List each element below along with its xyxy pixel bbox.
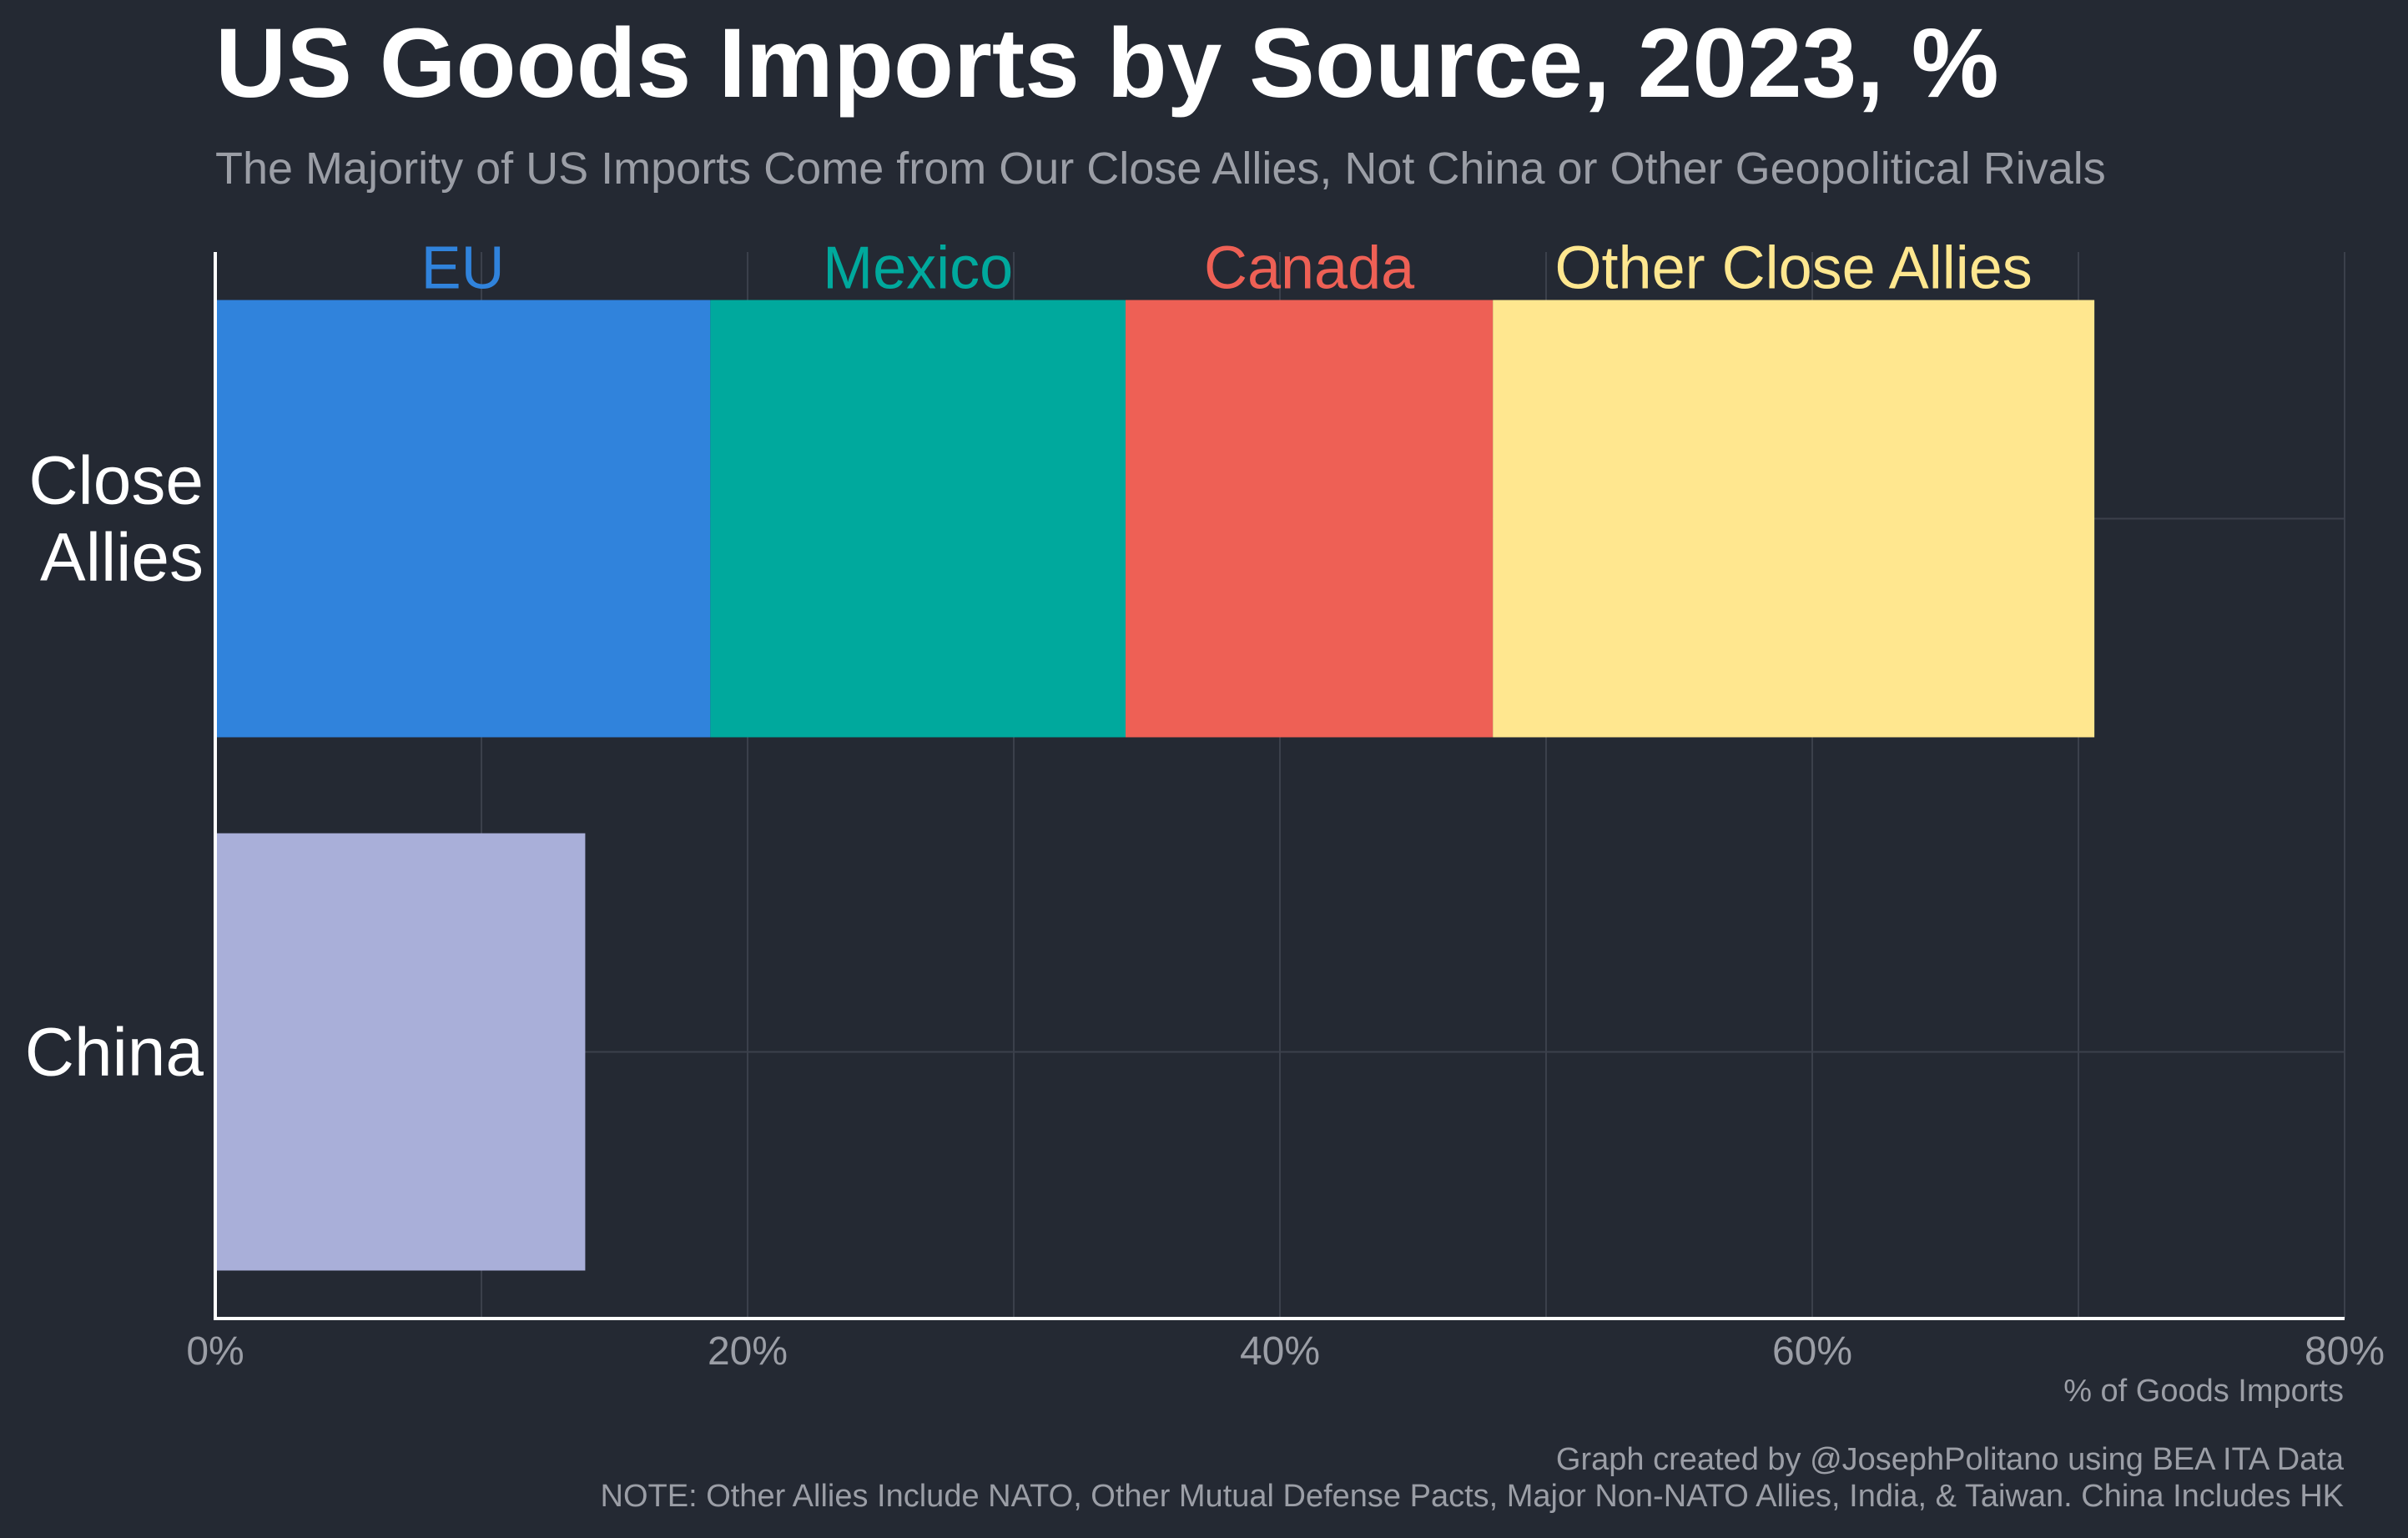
bar-canada — [1125, 300, 1494, 738]
segment-label-canada: Canada — [1204, 235, 1415, 302]
x-axis-label: % of Goods Imports — [2063, 1374, 2344, 1409]
segment-label-mexico: Mexico — [823, 235, 1013, 302]
bar-china — [215, 833, 586, 1271]
axes — [214, 252, 2345, 1320]
y-category-labels: Close Allies China — [25, 443, 204, 1091]
segment-label-eu: EU — [421, 235, 505, 302]
bar-other-close-allies — [1493, 300, 2095, 738]
chart-subtitle: The Majority of US Imports Come from Our… — [215, 144, 2106, 194]
x-tick-label: 20% — [708, 1329, 788, 1374]
x-tick-labels: 0% 20% 40% 60% 80% — [186, 1329, 2385, 1374]
chart-title: US Goods Imports by Source, 2023, % — [215, 8, 1999, 119]
bar-mexico — [710, 300, 1126, 738]
x-tick-label: 0% — [186, 1329, 244, 1374]
credit-text: Graph created by @JosephPolitano using B… — [1555, 1442, 2344, 1477]
y-category-label: Close Allies — [28, 443, 204, 596]
segment-label-other-close-allies: Other Close Allies — [1555, 235, 2033, 302]
y-category-label: China — [25, 1015, 204, 1091]
segment-labels: EU Mexico Canada Other Close Allies — [421, 235, 2033, 302]
x-tick-label: 80% — [2305, 1329, 2385, 1374]
bars — [215, 300, 2095, 1271]
note-text: NOTE: Other Allies Include NATO, Other M… — [600, 1479, 2344, 1514]
x-tick-label: 60% — [1772, 1329, 1852, 1374]
bar-eu — [215, 300, 711, 738]
x-tick-label: 40% — [1240, 1329, 1320, 1374]
